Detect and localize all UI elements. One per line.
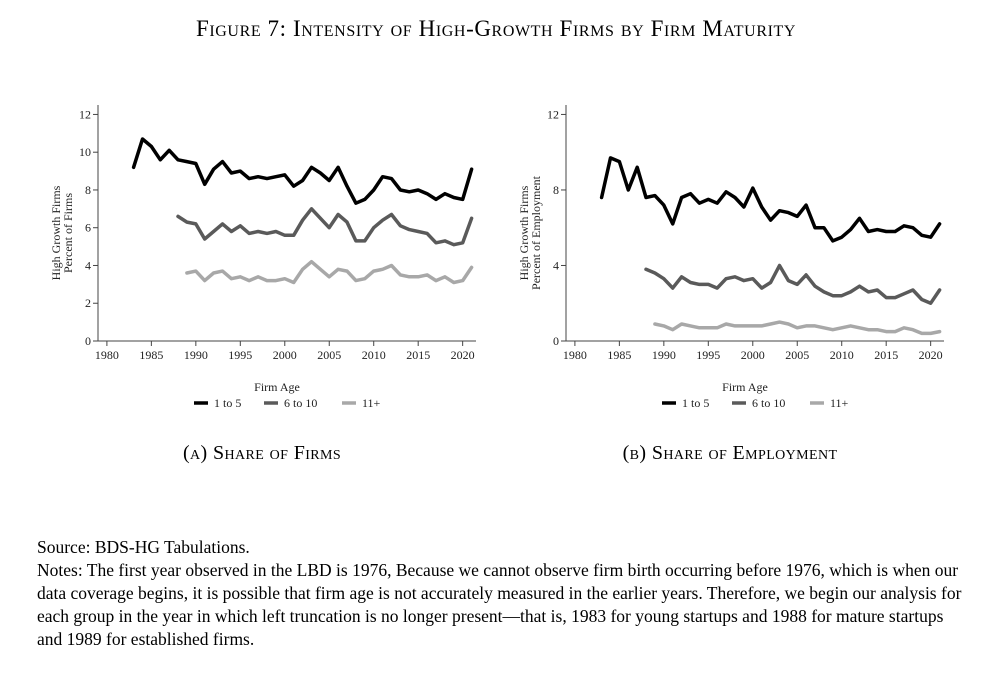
- y-tick-label: 12: [79, 107, 91, 121]
- legend-title: Firm Age: [254, 380, 300, 394]
- y-tick-label: 6: [85, 221, 91, 235]
- series-line-1-to-5: [599, 156, 942, 243]
- x-tick-label: 2015: [874, 348, 898, 362]
- x-tick-label: 1995: [696, 348, 720, 362]
- legend-label-11: 11+: [362, 396, 381, 410]
- y-tick-label: 8: [553, 183, 559, 197]
- x-tick-label: 1985: [139, 348, 163, 362]
- y-axis-label-line: Percent of Firms: [61, 193, 75, 273]
- y-tick-label: 4: [85, 258, 91, 272]
- series-line-6-to-10: [644, 263, 942, 305]
- y-tick-label: 8: [85, 183, 91, 197]
- legend-label-11: 11+: [830, 396, 849, 410]
- notes-text: Notes: The first year observed in the LB…: [37, 560, 962, 649]
- series-line-11: [185, 259, 474, 285]
- y-axis-label: High Growth FirmsPercent of Firms: [49, 185, 75, 280]
- series-line-11: [653, 320, 942, 336]
- x-tick-label: 1990: [652, 348, 676, 362]
- chart-share-of-employment: 0 4 8 12 1980 1985 1990 1995 2000 2005 2010 2015 202…: [517, 105, 944, 410]
- x-tick-label: 1990: [184, 348, 208, 362]
- y-axis-label: High Growth FirmsPercent of Employment: [517, 175, 543, 290]
- x-tick-label: 2020: [451, 348, 475, 362]
- y-axis-label-line: Percent of Employment: [529, 175, 543, 290]
- y-tick-label: 12: [547, 107, 559, 121]
- x-tick-label: 1980: [95, 348, 119, 362]
- x-tick-label: 2010: [362, 348, 386, 362]
- legend-label-6-to-10: 6 to 10: [752, 396, 785, 410]
- caption-share-of-employment: (b) Share of Employment: [622, 442, 838, 464]
- y-tick-label: 0: [85, 334, 91, 348]
- x-tick-label: 2005: [317, 348, 341, 362]
- y-tick-label: 2: [85, 296, 91, 310]
- series-line-6-to-10: [176, 207, 474, 247]
- series-line-1-to-5: [131, 137, 474, 205]
- notes-block: Source: BDS-HG Tabulations. Notes: The f…: [37, 536, 962, 651]
- legend-label-6-to-10: 6 to 10: [284, 396, 317, 410]
- x-tick-label: 1980: [563, 348, 587, 362]
- y-tick-label: 4: [553, 258, 559, 272]
- y-axis-label-line: High Growth Firms: [49, 185, 63, 280]
- x-tick-label: 2000: [273, 348, 297, 362]
- y-tick-label: 10: [79, 145, 91, 159]
- chart-share-of-firms: 0 2 4 6 8 10 12 1980 1985 1990 1995 2000 2005 2010 201…: [49, 105, 476, 410]
- x-tick-label: 2000: [741, 348, 765, 362]
- x-tick-label: 2015: [406, 348, 430, 362]
- x-tick-label: 2020: [919, 348, 943, 362]
- figure-title: Figure 7: Intensity of High-Growth Firms…: [195, 16, 797, 41]
- caption-share-of-firms: (a) Share of Firms: [182, 442, 342, 464]
- source-line: Source: BDS-HG Tabulations.: [37, 537, 250, 557]
- legend-label-1-to-5: 1 to 5: [214, 396, 241, 410]
- x-tick-label: 2010: [830, 348, 854, 362]
- y-tick-label: 0: [553, 334, 559, 348]
- x-tick-label: 1995: [228, 348, 252, 362]
- x-tick-label: 1985: [607, 348, 631, 362]
- legend-label-1-to-5: 1 to 5: [682, 396, 709, 410]
- y-axis-label-line: High Growth Firms: [517, 185, 531, 280]
- legend-title: Firm Age: [722, 380, 768, 394]
- x-tick-label: 2005: [785, 348, 809, 362]
